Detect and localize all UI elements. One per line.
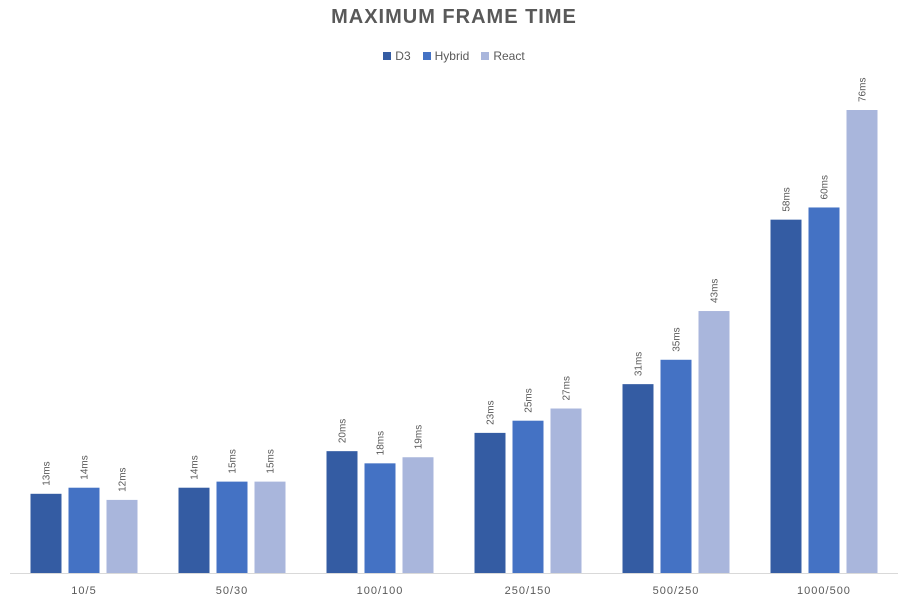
data-label-react-250-150: 27ms xyxy=(562,376,573,400)
bar-d3-250-150 xyxy=(474,432,506,573)
bar-react-1000-500 xyxy=(846,110,878,573)
chart-title: MAXIMUM FRAME TIME xyxy=(331,6,577,28)
legend-swatch-react xyxy=(481,52,490,60)
x-tick-label: 500/250 xyxy=(653,585,700,597)
legend-label-d3: D3 xyxy=(395,49,411,63)
data-label-d3-500-250: 31ms xyxy=(634,352,645,376)
bar-hybrid-100-100 xyxy=(364,463,396,573)
data-label-react-500-250: 43ms xyxy=(710,279,721,303)
legend-item-hybrid: Hybrid xyxy=(422,49,470,63)
x-tick-label: 100/100 xyxy=(357,585,404,597)
bar-react-100-100 xyxy=(402,457,434,573)
legend-label-react: React xyxy=(493,49,525,63)
bar-react-10-5 xyxy=(106,499,138,573)
data-label-react-50-30: 15ms xyxy=(266,449,277,473)
data-label-d3-10-5: 13ms xyxy=(42,461,53,485)
bar-react-250-150 xyxy=(550,408,582,573)
data-label-hybrid-1000-500: 60ms xyxy=(820,175,831,199)
bar-d3-10-5 xyxy=(30,493,62,573)
bar-hybrid-10-5 xyxy=(68,487,100,573)
data-label-react-10-5: 12ms xyxy=(118,467,129,491)
bar-hybrid-250-150 xyxy=(512,420,544,573)
data-label-d3-1000-500: 58ms xyxy=(782,187,793,211)
bar-d3-50-30 xyxy=(178,487,210,573)
legend-swatch-hybrid xyxy=(422,52,431,60)
data-label-react-100-100: 19ms xyxy=(414,425,425,449)
legend-swatch-d3 xyxy=(383,52,392,60)
bar-d3-100-100 xyxy=(326,451,358,573)
legend: D3 Hybrid React xyxy=(0,49,908,63)
bar-hybrid-1000-500 xyxy=(808,207,840,573)
bar-hybrid-500-250 xyxy=(660,359,692,573)
data-label-d3-250-150: 23ms xyxy=(486,400,497,424)
bar-d3-500-250 xyxy=(622,384,654,573)
legend-item-d3: D3 xyxy=(383,49,411,63)
data-label-hybrid-100-100: 18ms xyxy=(376,431,387,455)
data-label-d3-50-30: 14ms xyxy=(190,455,201,479)
data-label-hybrid-250-150: 25ms xyxy=(524,388,535,412)
bar-hybrid-50-30 xyxy=(216,481,248,573)
data-label-hybrid-500-250: 35ms xyxy=(672,327,683,351)
bar-react-50-30 xyxy=(254,481,286,573)
x-tick-label: 50/30 xyxy=(216,585,249,597)
legend-item-react: React xyxy=(481,49,525,63)
data-label-hybrid-10-5: 14ms xyxy=(80,455,91,479)
x-tick-label: 10/5 xyxy=(71,585,96,597)
bar-d3-1000-500 xyxy=(770,219,802,573)
data-label-react-1000-500: 76ms xyxy=(858,78,869,102)
bar-react-500-250 xyxy=(698,311,730,573)
x-tick-label: 1000/500 xyxy=(797,585,851,597)
data-label-d3-100-100: 20ms xyxy=(338,419,349,443)
data-label-hybrid-50-30: 15ms xyxy=(228,449,239,473)
legend-label-hybrid: Hybrid xyxy=(434,49,470,63)
x-tick-label: 250/150 xyxy=(505,585,552,597)
